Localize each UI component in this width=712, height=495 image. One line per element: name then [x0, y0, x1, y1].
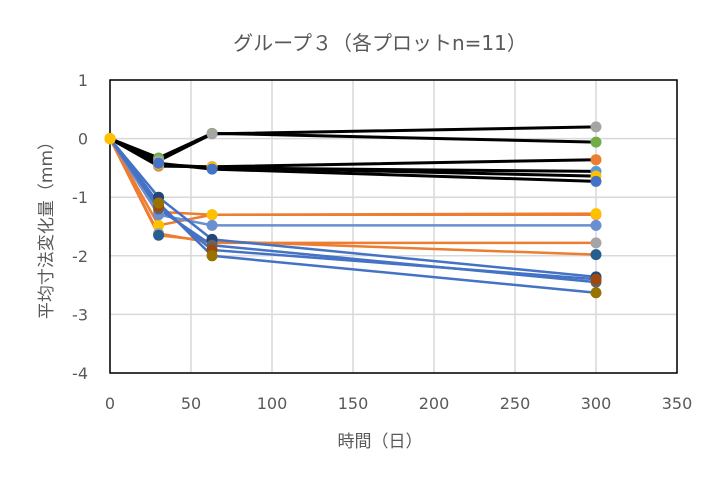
series-line: [109, 137, 597, 294]
x-tick-label: 0: [105, 394, 115, 413]
x-tick-label: 150: [338, 394, 369, 413]
y-tick-label: -1: [72, 188, 88, 207]
y-tick-label: -4: [72, 364, 88, 383]
series-line: [108, 138, 597, 256]
y-tick-label: -3: [72, 305, 88, 324]
data-point: [590, 237, 602, 249]
series-line: [109, 137, 597, 279]
data-point: [206, 209, 218, 221]
data-point: [153, 219, 165, 231]
data-point: [206, 163, 218, 175]
data-point: [590, 287, 602, 299]
y-tick-label: 0: [78, 130, 88, 149]
data-point: [590, 121, 602, 133]
series-line: [109, 137, 597, 183]
x-tick-label: 100: [257, 394, 288, 413]
data-point: [153, 229, 165, 241]
x-tick-label: 250: [500, 394, 531, 413]
data-point: [590, 219, 602, 231]
plot-area-border: [109, 79, 678, 374]
series-line: [108, 137, 596, 227]
x-tick-label: 200: [419, 394, 450, 413]
data-point: [590, 154, 602, 166]
data-point: [153, 157, 165, 169]
y-tick-label: 1: [78, 71, 88, 90]
chart-title: グループ３（各プロットn=11）: [233, 31, 527, 55]
y-tick-label: -2: [72, 247, 88, 266]
data-point: [206, 219, 218, 231]
data-point: [104, 133, 116, 145]
y-axis-label: 平均寸法変化量（mm）: [37, 133, 57, 319]
x-tick-label: 300: [581, 394, 612, 413]
data-point: [590, 136, 602, 148]
x-tick-label: 350: [662, 394, 693, 413]
x-axis-label: 時間（日）: [338, 432, 423, 452]
data-point: [153, 197, 165, 209]
data-point: [590, 273, 602, 285]
data-point: [206, 250, 218, 262]
data-point: [590, 175, 602, 187]
x-tick-label: 50: [181, 394, 201, 413]
data-point: [590, 208, 602, 220]
data-point: [590, 249, 602, 261]
data-point: [206, 128, 218, 140]
